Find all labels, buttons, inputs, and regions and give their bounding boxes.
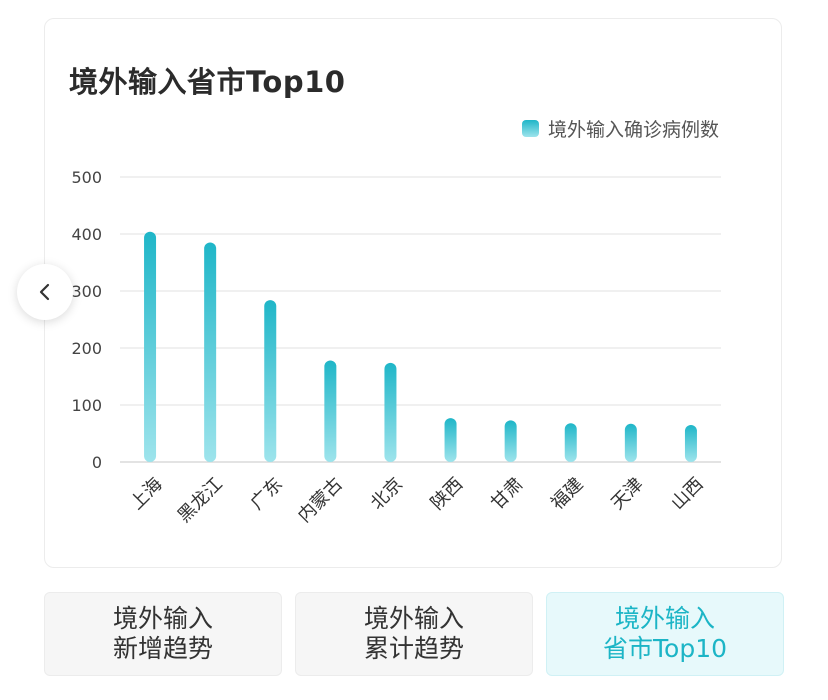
bar xyxy=(324,360,337,462)
grid-lines xyxy=(120,176,721,463)
tab-label-line2: 累计趋势 xyxy=(363,634,464,663)
bar-chart: 0 100 200 300 400 500 上海 黑龙江 广东 内蒙古 北京 陕西 甘肃 福建 天津 山西 xyxy=(71,168,721,527)
y-tick-label: 400 xyxy=(71,225,102,244)
chart-title: 境外输入省市Top10 xyxy=(69,65,346,99)
x-axis-ticks: 上海 黑龙江 广东 内蒙古 北京 陕西 甘肃 福建 天津 山西 xyxy=(126,474,707,527)
chart-card: 境外输入省市Top10 境外输入确诊病例数 0 100 200 300 400 500 上… xyxy=(44,18,782,568)
bar xyxy=(564,423,577,462)
legend-swatch xyxy=(521,120,539,137)
bars xyxy=(144,231,697,462)
tab-label-line1: 境外输入 xyxy=(363,604,464,633)
tab-cumulative-trend[interactable]: 境外输入 累计趋势 xyxy=(295,592,533,676)
bar xyxy=(264,300,277,462)
y-tick-label: 200 xyxy=(71,339,102,358)
bar xyxy=(624,423,637,462)
chevron-left-icon xyxy=(39,283,50,301)
x-tick-label: 福建 xyxy=(547,474,587,514)
y-tick-label: 0 xyxy=(92,453,102,472)
y-axis-ticks: 0 100 200 300 400 500 xyxy=(71,168,102,472)
y-tick-label: 500 xyxy=(71,168,102,187)
x-tick-label: 北京 xyxy=(367,474,407,514)
legend-label: 境外输入确诊病例数 xyxy=(547,119,719,141)
bar xyxy=(684,424,697,462)
bar xyxy=(444,418,457,462)
y-tick-label: 300 xyxy=(71,282,102,301)
tab-label-line1: 境外输入 xyxy=(614,604,715,633)
tab-label-line2: 省市Top10 xyxy=(603,634,727,663)
bar xyxy=(504,420,517,462)
x-tick-label: 广东 xyxy=(247,474,287,514)
x-tick-label: 山西 xyxy=(667,474,707,514)
bar xyxy=(204,242,217,462)
x-tick-label: 陕西 xyxy=(427,474,467,514)
bar xyxy=(384,362,397,462)
tab-label-line1: 境外输入 xyxy=(112,604,213,633)
tab-new-trend[interactable]: 境外输入 新增趋势 xyxy=(44,592,282,676)
x-tick-label: 上海 xyxy=(126,474,166,514)
chart-legend: 境外输入确诊病例数 xyxy=(521,115,719,142)
bar xyxy=(144,231,157,462)
tab-label-line2: 新增趋势 xyxy=(112,634,213,663)
tab-bar: 境外输入 新增趋势 境外输入 累计趋势 境外输入 省市Top10 xyxy=(44,592,784,676)
y-tick-label: 100 xyxy=(71,396,102,415)
x-tick-label: 黑龙江 xyxy=(174,474,227,527)
x-tick-label: 内蒙古 xyxy=(294,474,347,527)
tab-province-top10[interactable]: 境外输入 省市Top10 xyxy=(546,592,784,676)
x-tick-label: 天津 xyxy=(607,474,647,514)
previous-button[interactable] xyxy=(17,264,73,320)
x-tick-label: 甘肃 xyxy=(487,474,527,514)
